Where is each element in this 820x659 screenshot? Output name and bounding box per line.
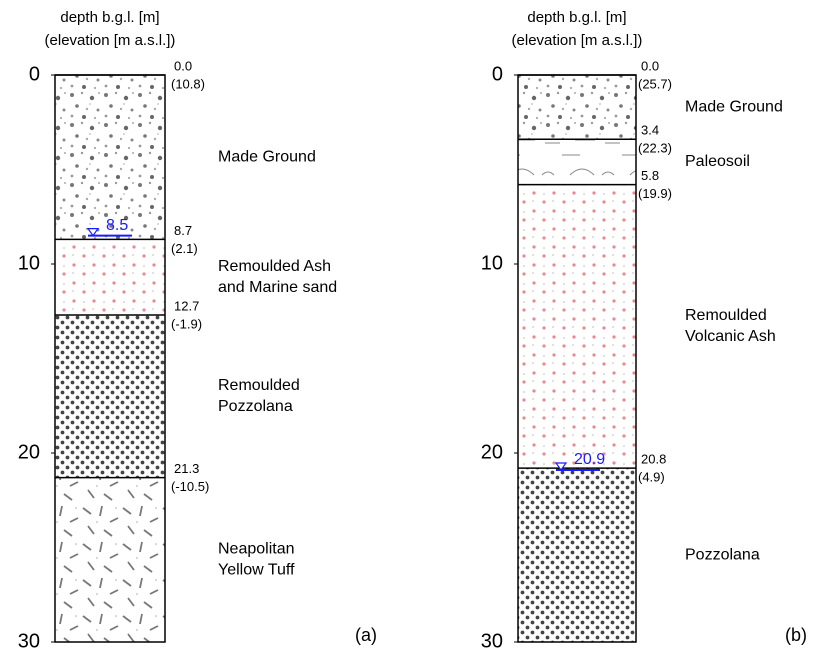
boundary-elevation: (19.9) [638, 186, 672, 201]
y-tick-label: 10 [481, 252, 503, 274]
layer-name: Remoulded Ash [218, 258, 331, 275]
y-tick-label: 30 [18, 630, 40, 652]
soil-layer [55, 75, 165, 240]
boundary-elevation: (25.7) [638, 76, 672, 91]
y-tick-label: 10 [18, 252, 40, 274]
layer-name: Neapolitan [218, 541, 295, 558]
y-tick-label: 20 [18, 441, 40, 463]
boundary-elevation: (-1.9) [171, 316, 202, 331]
soil-layer [55, 477, 165, 642]
boundary-depth: 0.0 [174, 58, 192, 73]
layer-name: Volcanic Ash [685, 328, 776, 345]
panel-label: (a) [355, 625, 377, 645]
soil-layer [518, 139, 636, 185]
y-tick-label: 0 [29, 63, 40, 85]
boundary-depth: 0.0 [641, 58, 659, 73]
boundary-depth: 8.7 [174, 223, 192, 238]
soil-layer [55, 239, 165, 316]
boundary-depth: 21.3 [174, 461, 199, 476]
layer-name: Pozzolana [685, 546, 760, 563]
layer-name: and Marine sand [218, 279, 337, 296]
layer-name: Remoulded [685, 307, 767, 324]
boundary-depth: 20.8 [641, 452, 666, 467]
water-table-label: 20.9 [574, 451, 605, 468]
water-table-symbol [86, 228, 100, 237]
layer-name: Paleosoil [685, 153, 750, 170]
panel-label: (b) [785, 625, 807, 645]
axis-title: depth b.g.l. [m] [527, 9, 626, 26]
axis-subtitle: (elevation [m a.s.l.]) [45, 32, 176, 49]
boundary-depth: 3.4 [641, 123, 659, 138]
soil-layer [518, 184, 636, 469]
layer-name: Pozzolana [218, 398, 293, 415]
layer-name: Remoulded [218, 377, 300, 394]
boundary-elevation: (2.1) [171, 241, 198, 256]
axis-subtitle: (elevation [m a.s.l.]) [512, 32, 643, 49]
water-table-label: 8.5 [106, 217, 128, 234]
layer-name: Made Ground [218, 148, 316, 165]
y-tick-label: 0 [492, 63, 503, 85]
soil-layer [55, 315, 165, 478]
y-tick-label: 20 [481, 441, 503, 463]
axis-title: depth b.g.l. [m] [60, 9, 159, 26]
boundary-elevation: (10.8) [171, 76, 205, 91]
boundary-elevation: (4.9) [638, 470, 665, 485]
soil-layer [518, 75, 636, 140]
water-table-symbol [554, 462, 568, 472]
column-frame [517, 74, 637, 643]
boundary-depth: 12.7 [174, 298, 199, 313]
y-tick-label: 30 [481, 630, 503, 652]
soil-layer [518, 468, 636, 642]
layer-name: Yellow Tuff [218, 562, 295, 579]
column-frame [54, 74, 166, 643]
boundary-elevation: (-10.5) [171, 479, 209, 494]
layer-name: Made Ground [685, 98, 783, 115]
boundary-depth: 5.8 [641, 168, 659, 183]
boundary-elevation: (22.3) [638, 141, 672, 156]
